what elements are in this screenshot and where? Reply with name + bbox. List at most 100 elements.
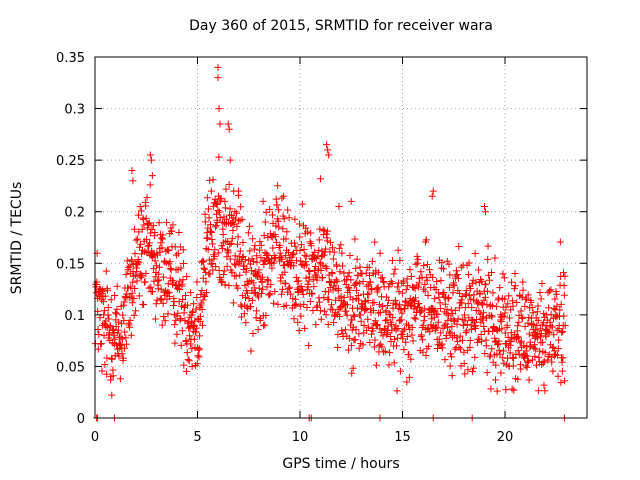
data-point [436, 305, 444, 313]
data-point [475, 307, 483, 315]
data-point [197, 290, 205, 298]
data-point [262, 257, 270, 265]
data-point [97, 340, 105, 348]
y-tick-label: 0.35 [56, 51, 85, 66]
data-point [348, 369, 356, 377]
data-point [204, 205, 212, 213]
data-point [477, 276, 485, 284]
data-point [514, 347, 522, 355]
data-point [315, 246, 323, 254]
data-point [351, 280, 359, 288]
data-point [266, 260, 274, 268]
data-point [144, 248, 152, 256]
data-point [255, 266, 263, 274]
data-point [360, 322, 368, 330]
data-point [318, 247, 326, 255]
data-point [266, 206, 274, 214]
data-point [204, 246, 212, 254]
data-point [237, 203, 245, 211]
data-point [365, 263, 373, 271]
data-point [252, 314, 260, 322]
data-point [491, 376, 499, 384]
data-point [261, 321, 269, 329]
data-point [465, 259, 473, 267]
data-point [271, 233, 279, 241]
data-point [529, 356, 537, 364]
data-point [553, 302, 561, 310]
data-point [364, 315, 372, 323]
data-point [141, 278, 149, 286]
data-point [250, 257, 258, 265]
data-point [395, 288, 403, 296]
data-point [413, 252, 421, 260]
data-point [329, 255, 337, 263]
data-point [481, 293, 489, 301]
data-point [233, 209, 241, 217]
data-point [186, 340, 194, 348]
data-point [286, 283, 294, 291]
data-point [500, 274, 508, 282]
data-point [196, 332, 204, 340]
data-point [157, 296, 165, 304]
data-point [438, 344, 446, 352]
data-point [166, 258, 174, 266]
data-point [114, 326, 122, 334]
data-point [280, 215, 288, 223]
data-point [192, 324, 200, 332]
data-point [322, 263, 330, 271]
data-point [343, 311, 351, 319]
data-point [366, 278, 374, 286]
data-point [374, 283, 382, 291]
y-tick-label: 0.25 [56, 154, 85, 169]
data-point [178, 302, 186, 310]
data-point [394, 334, 402, 342]
data-point [138, 225, 146, 233]
data-point [139, 215, 147, 223]
data-point [193, 293, 201, 301]
data-point [206, 176, 214, 184]
data-point [521, 302, 529, 310]
data-point [127, 283, 135, 291]
data-point [444, 295, 452, 303]
data-point [245, 295, 253, 303]
data-point [444, 311, 452, 319]
data-point [220, 271, 228, 279]
data-point [218, 278, 226, 286]
x-tick-label: 20 [497, 430, 514, 445]
data-point [244, 229, 252, 237]
data-point [250, 289, 258, 297]
data-point [249, 279, 257, 287]
data-point [382, 307, 390, 315]
data-point [116, 340, 124, 348]
data-point [133, 268, 141, 276]
data-point [453, 320, 461, 328]
data-point [297, 282, 305, 290]
data-point [270, 259, 278, 267]
data-point [517, 307, 525, 315]
data-point [516, 339, 524, 347]
data-point [254, 326, 262, 334]
data-point [120, 298, 128, 306]
data-point [258, 273, 266, 281]
data-point [535, 387, 543, 395]
data-point [473, 315, 481, 323]
data-point [314, 302, 322, 310]
data-point [551, 295, 559, 303]
data-point [205, 256, 213, 264]
data-point [452, 267, 460, 275]
data-point [187, 289, 195, 297]
data-point [172, 316, 180, 324]
data-point [370, 343, 378, 351]
data-point [174, 249, 182, 257]
data-point [95, 331, 103, 339]
data-point [461, 317, 469, 325]
data-point [126, 262, 134, 270]
data-point [456, 345, 464, 353]
data-point [128, 299, 136, 307]
data-point [334, 344, 342, 352]
data-point [333, 277, 341, 285]
data-point [527, 298, 535, 306]
data-point [149, 288, 157, 296]
data-point [355, 296, 363, 304]
data-point [443, 257, 451, 265]
